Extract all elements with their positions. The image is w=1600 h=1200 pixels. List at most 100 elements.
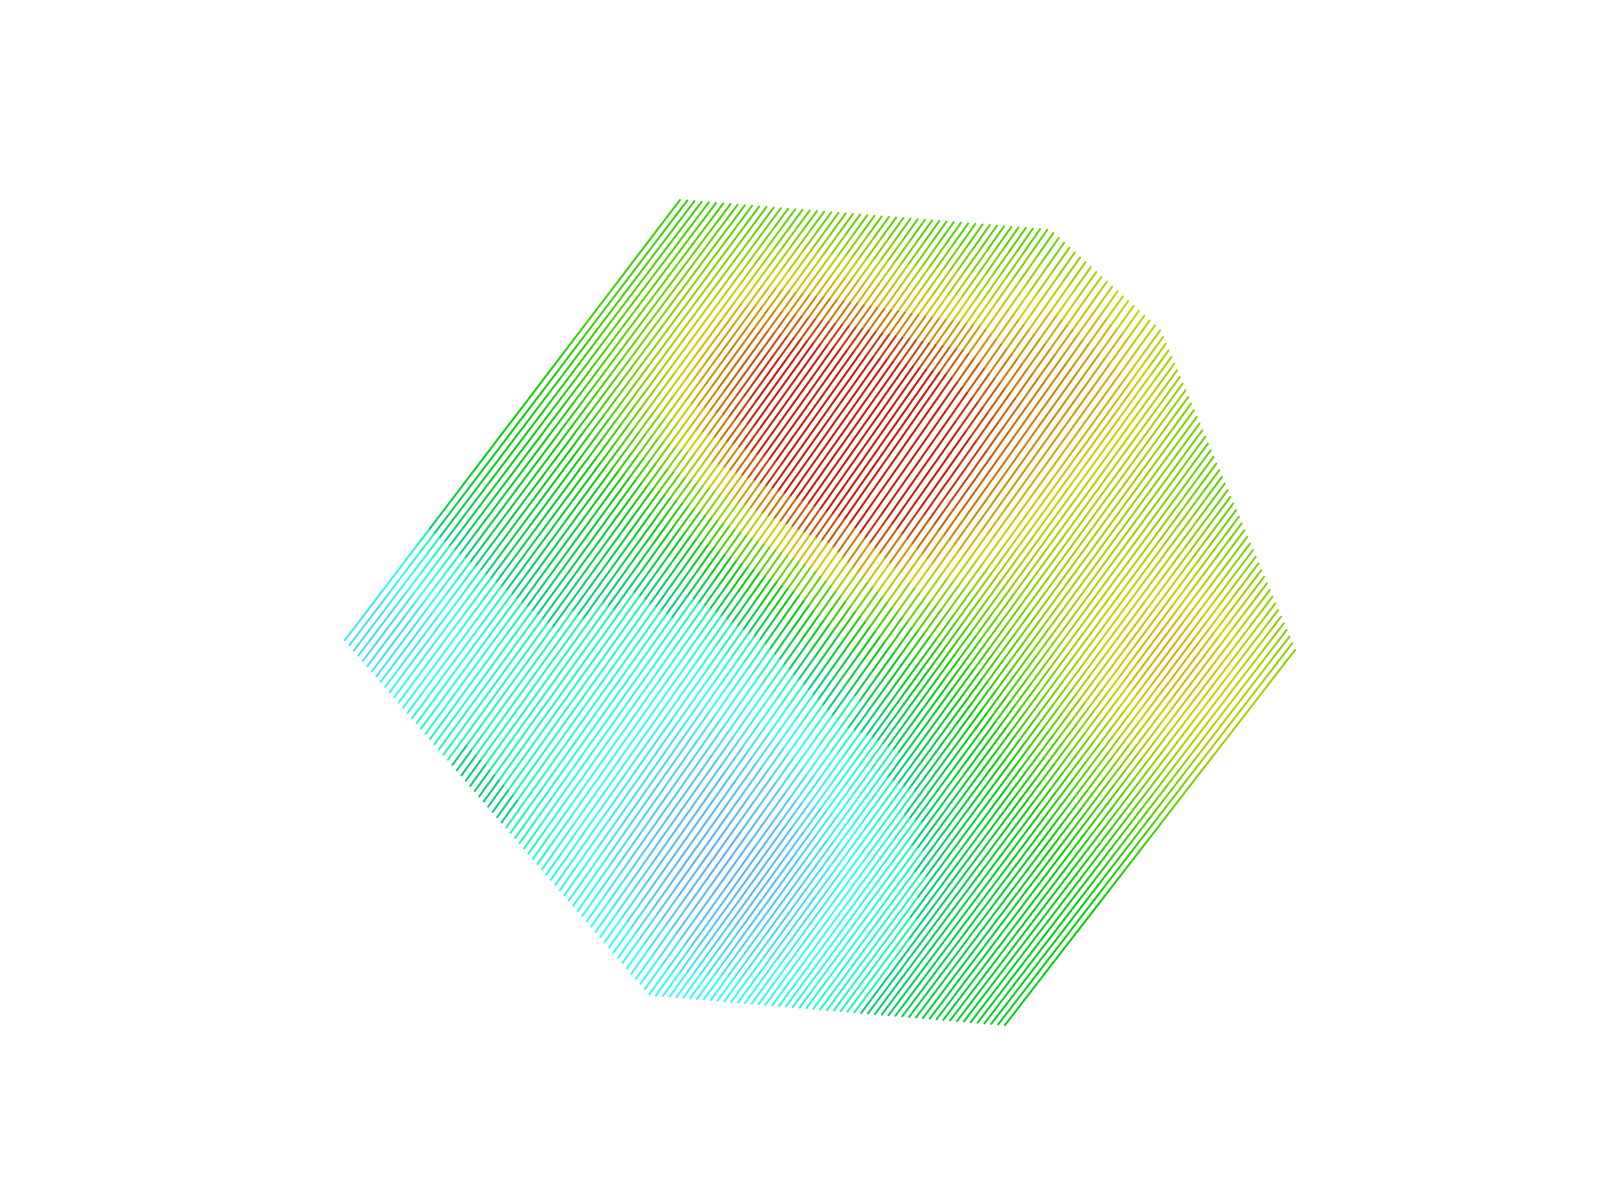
surface-line-segment: [1087, 688, 1104, 709]
surface-line-segment: [1122, 590, 1139, 612]
surface-line-segment: [795, 250, 812, 272]
surface-line-segment: [552, 422, 567, 442]
surface-line-segment: [734, 672, 754, 700]
surface-line-segment: [807, 665, 827, 692]
surface-line-segment: [1156, 470, 1174, 493]
surface-line-segment: [505, 804, 523, 829]
surface-line-segment: [1047, 905, 1061, 922]
surface-line-segment: [869, 777, 888, 802]
surface-line-segment: [550, 575, 567, 597]
surface-line-segment: [762, 703, 783, 730]
surface-line-segment: [559, 785, 578, 810]
surface-line-segment: [942, 245, 961, 270]
surface-line-segment: [1048, 844, 1063, 862]
surface-line-segment: [936, 861, 953, 882]
surface-line-segment: [964, 824, 980, 845]
surface-line-segment: [520, 476, 535, 496]
surface-line-segment: [536, 485, 552, 506]
surface-line-segment: [661, 939, 681, 966]
surface-line-segment: [527, 618, 544, 640]
surface-line-segment: [502, 763, 520, 787]
surface-line-segment: [798, 864, 817, 890]
surface-line-segment: [674, 199, 689, 218]
surface-line-segment: [849, 408, 868, 434]
surface-line-segment: [1156, 783, 1169, 800]
surface-line-segment: [770, 669, 790, 696]
surface-line-segment: [582, 696, 600, 721]
surface-line-segment: [1164, 741, 1179, 758]
surface-line-segment: [898, 394, 917, 421]
surface-line-segment: [587, 633, 605, 657]
surface-line-segment: [786, 860, 805, 886]
surface-line-segment: [1126, 595, 1142, 617]
surface-line-segment: [702, 201, 717, 221]
surface-line-segment: [469, 630, 486, 651]
surface-line-segment: [691, 236, 707, 256]
surface-line-segment: [1139, 682, 1154, 701]
surface-line-segment: [982, 940, 997, 958]
surface-line-segment: [986, 225, 1006, 251]
surface-line-segment: [839, 571, 859, 599]
surface-line-segment: [618, 657, 637, 681]
surface-line-segment: [549, 855, 569, 881]
surface-line-segment: [698, 805, 718, 833]
surface-line-segment: [1091, 887, 1105, 903]
surface-line-segment: [567, 650, 585, 674]
surface-line-segment: [1166, 769, 1180, 786]
surface-line-segment: [831, 522, 851, 549]
surface-line-segment: [990, 548, 1010, 574]
surface-line-segment: [908, 368, 927, 395]
surface-line-segment: [882, 450, 902, 477]
surface-line-segment: [808, 423, 827, 448]
surface-line-segment: [580, 767, 599, 792]
surface-line-segment: [1108, 482, 1126, 507]
surface-line-segment: [802, 808, 822, 834]
surface-line-segment: [926, 267, 945, 293]
surface-line-segment: [943, 387, 963, 414]
surface-line-segment: [756, 356, 774, 379]
surface-line-segment: [533, 687, 550, 711]
surface-line-segment: [865, 332, 884, 357]
surface-line-segment: [1110, 792, 1124, 810]
surface-line-segment: [1270, 656, 1283, 672]
surface-line-segment: [894, 997, 910, 1017]
surface-line-segment: [788, 773, 808, 800]
surface-line-segment: [748, 817, 769, 844]
surface-line-segment: [399, 594, 414, 613]
surface-line-segment: [523, 557, 540, 578]
surface-line-segment: [977, 805, 994, 827]
surface-line-segment: [577, 388, 593, 408]
surface-line-segment: [1118, 843, 1131, 859]
surface-line-segment: [538, 802, 557, 828]
surface-line-segment: [1058, 870, 1072, 888]
surface-line-segment: [759, 908, 778, 933]
surface-line-segment: [712, 321, 729, 343]
surface-line-segment: [561, 527, 578, 548]
surface-line-segment: [1094, 628, 1111, 650]
surface-line-segment: [1034, 760, 1050, 781]
surface-line-segment: [576, 410, 592, 430]
surface-line-segment: [958, 524, 978, 551]
surface-line-segment: [1005, 768, 1022, 789]
surface-line-segment: [653, 719, 673, 745]
surface-line-segment: [634, 635, 652, 660]
surface-line-segment: [1126, 781, 1140, 799]
surface-line-segment: [1218, 502, 1235, 523]
surface-line-segment: [843, 824, 862, 849]
surface-line-segment: [606, 753, 625, 779]
surface-line-segment: [740, 263, 756, 284]
surface-line-segment: [517, 610, 533, 632]
surface-line-segment: [699, 318, 716, 339]
surface-line-segment: [1062, 256, 1082, 283]
surface-line-segment: [554, 780, 573, 805]
surface-line-segment: [969, 713, 987, 737]
surface-line-segment: [918, 772, 936, 796]
surface-line-segment: [913, 852, 930, 874]
surface-line-segment: [939, 907, 955, 928]
surface-line-segment: [484, 643, 501, 665]
surface-line-segment: [1018, 688, 1036, 710]
surface-line-segment: [913, 769, 931, 794]
surface-line-segment: [1083, 715, 1099, 735]
surface-line-segment: [466, 690, 482, 712]
surface-line-segment: [628, 341, 644, 362]
